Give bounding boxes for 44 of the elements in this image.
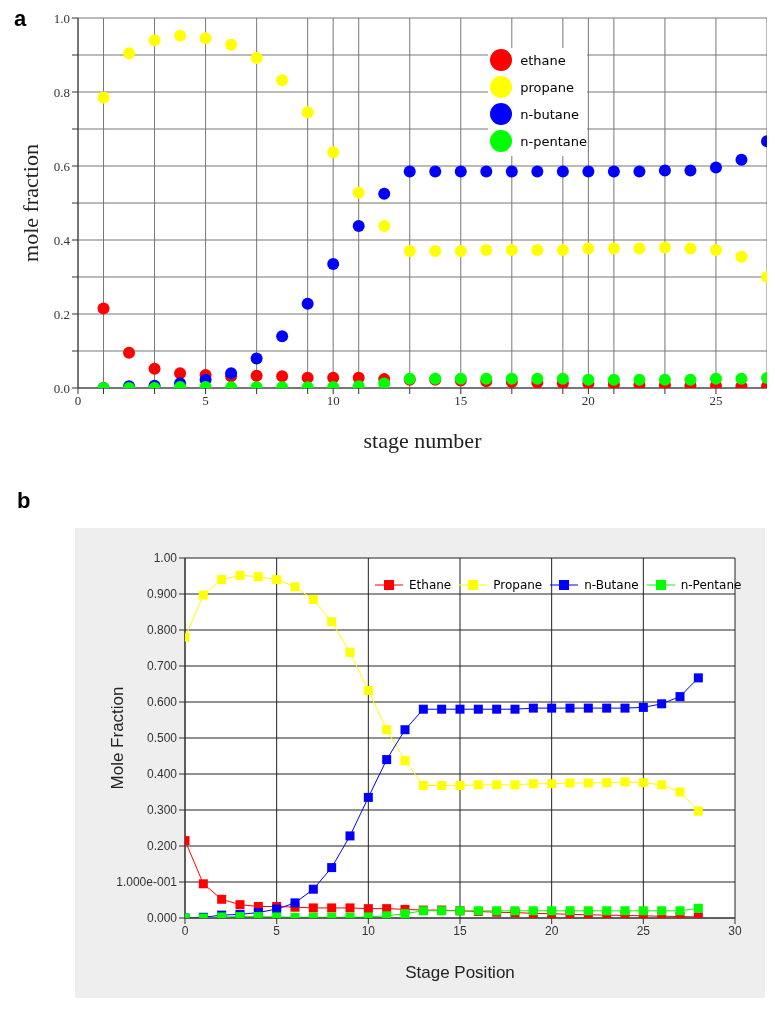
y-tick-label: 0.4 — [53, 232, 71, 248]
legend-label: n-Butane — [584, 578, 639, 592]
y-tick-label: 1.00 — [153, 551, 178, 566]
y-tick-label: 0.600 — [146, 695, 178, 710]
legend-label: ethane — [520, 52, 566, 68]
legend-label: Ethane — [409, 578, 452, 592]
y-axis-title: mole fraction — [17, 144, 43, 262]
x-tick-label: 5 — [202, 393, 209, 409]
y-tick-label: 0.200 — [146, 839, 178, 854]
y-tick-label: 0.400 — [146, 767, 178, 782]
y-axis-title: Mole Fraction — [108, 686, 128, 790]
x-tick-label: 10 — [326, 393, 340, 409]
x-tick-label: 15 — [454, 393, 468, 409]
x-tick-label: 10 — [361, 923, 376, 938]
x-tick-label: 5 — [273, 923, 281, 938]
legend-label: n-butane — [520, 106, 579, 122]
legend-label: n-Pentane — [680, 578, 742, 592]
y-tick-label: 0.700 — [146, 659, 178, 674]
y-tick-label: 1.0 — [53, 10, 70, 26]
y-tick-label: 0.300 — [146, 803, 178, 818]
x-tick-label: 30 — [728, 923, 742, 938]
x-tick-label: 20 — [581, 393, 595, 409]
legend-label: propane — [520, 79, 574, 95]
y-tick-label: 0.900 — [146, 587, 178, 602]
y-tick-label: 0.8 — [53, 84, 70, 100]
x-tick-label: 25 — [636, 923, 651, 938]
legend-label: n-pentane — [520, 133, 587, 149]
x-tick-label: 0 — [74, 393, 82, 409]
y-tick-label: 1.000e-001 — [116, 875, 178, 890]
x-tick-label: 0 — [181, 923, 189, 938]
legend-label: Propane — [493, 578, 543, 592]
chart-title: b — [17, 488, 31, 514]
x-axis-title: stage number — [363, 428, 483, 453]
x-axis-title: Stage Position — [405, 963, 515, 982]
y-tick-label: 0.6 — [53, 158, 71, 174]
y-tick-label: 0.2 — [53, 306, 70, 322]
x-tick-label: 25 — [709, 393, 723, 409]
x-tick-label: 15 — [453, 923, 467, 938]
y-tick-label: 0.0 — [53, 380, 70, 396]
x-tick-label: 20 — [544, 923, 559, 938]
chart-title: a — [14, 6, 27, 32]
y-tick-label: 0.000 — [146, 911, 178, 926]
y-tick-label: 0.500 — [146, 731, 178, 746]
y-tick-label: 0.800 — [146, 623, 178, 638]
